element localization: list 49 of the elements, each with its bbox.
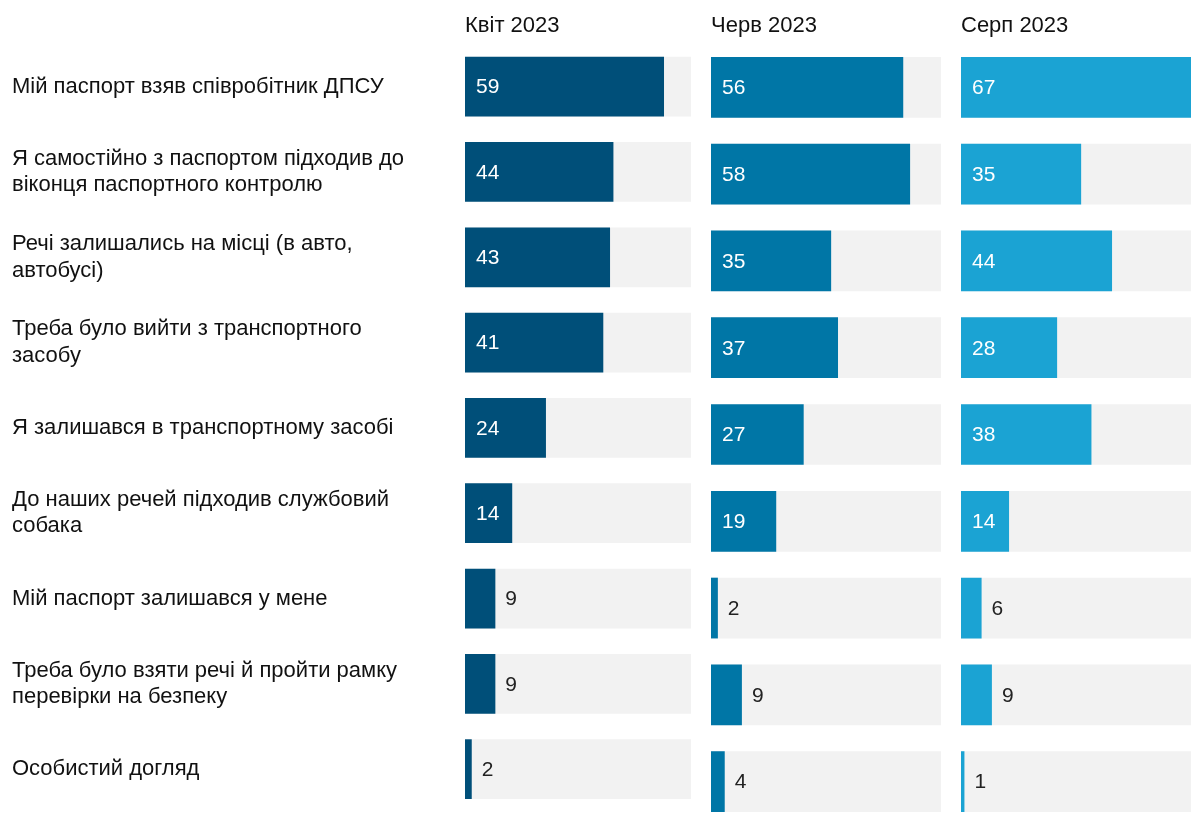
- data-label: 2: [727, 595, 740, 619]
- y-tick-label: Я залишався в транспортному засобі: [12, 413, 394, 439]
- data-label: 6: [991, 595, 1004, 619]
- y-tick-label: Мій паспорт взяв співробітник ДПСУ: [12, 72, 385, 98]
- data-label: 35: [722, 248, 746, 272]
- chart-title: Черв 2023: [711, 12, 817, 38]
- bar: [465, 568, 496, 629]
- data-label: 67: [972, 75, 996, 99]
- y-tick-label: Особистий догляд: [12, 755, 200, 781]
- bar: [465, 653, 496, 714]
- bar: [711, 751, 725, 812]
- data-label: 58: [722, 161, 746, 185]
- data-label: 14: [476, 501, 500, 525]
- data-label: 9: [1001, 682, 1014, 706]
- data-label: 9: [751, 682, 764, 706]
- bar: [961, 664, 992, 726]
- data-label: 9: [505, 671, 518, 695]
- data-label: 14: [972, 509, 996, 533]
- bar: [465, 739, 472, 799]
- bar: [961, 577, 982, 639]
- data-label: 24: [476, 415, 500, 439]
- data-label: 59: [476, 74, 500, 98]
- data-label: 1: [974, 769, 987, 793]
- data-label: 37: [722, 335, 746, 359]
- data-label: 2: [481, 756, 494, 780]
- bar: [465, 483, 513, 544]
- bar: [711, 577, 718, 639]
- data-label: 38: [972, 422, 996, 446]
- bar: [961, 490, 1010, 552]
- bar: [711, 664, 742, 726]
- y-tick-label: Я самостійно з паспортом підходив до віконця паспортного контролю: [12, 144, 405, 197]
- text: Серп 2023: [961, 12, 1069, 38]
- chart-title: Квіт 2023: [465, 12, 560, 38]
- y-tick-label: Треба було взяти речі й пройти рамку перевірки на безпеку: [12, 656, 398, 709]
- data-label: 44: [972, 248, 996, 272]
- y-tick-label: До наших речей підходив службовий собака: [12, 486, 389, 538]
- data-label: 9: [505, 586, 518, 610]
- data-label: 56: [722, 75, 746, 99]
- data-label: 19: [722, 509, 746, 533]
- data-label: 43: [476, 245, 500, 269]
- y-tick-label: Речі залишались на місці (в авто, автобусі): [12, 230, 353, 282]
- y-tick-label: Треба було вийти з транспортного засобу: [12, 315, 362, 367]
- data-label: 35: [972, 161, 996, 185]
- data-label: 41: [476, 330, 500, 354]
- y-tick-label: Мій паспорт залишався у мене: [12, 584, 328, 610]
- data-label: 27: [722, 422, 746, 446]
- data-label: 44: [476, 159, 500, 183]
- data-label: 28: [972, 335, 996, 359]
- data-label: 4: [734, 769, 747, 793]
